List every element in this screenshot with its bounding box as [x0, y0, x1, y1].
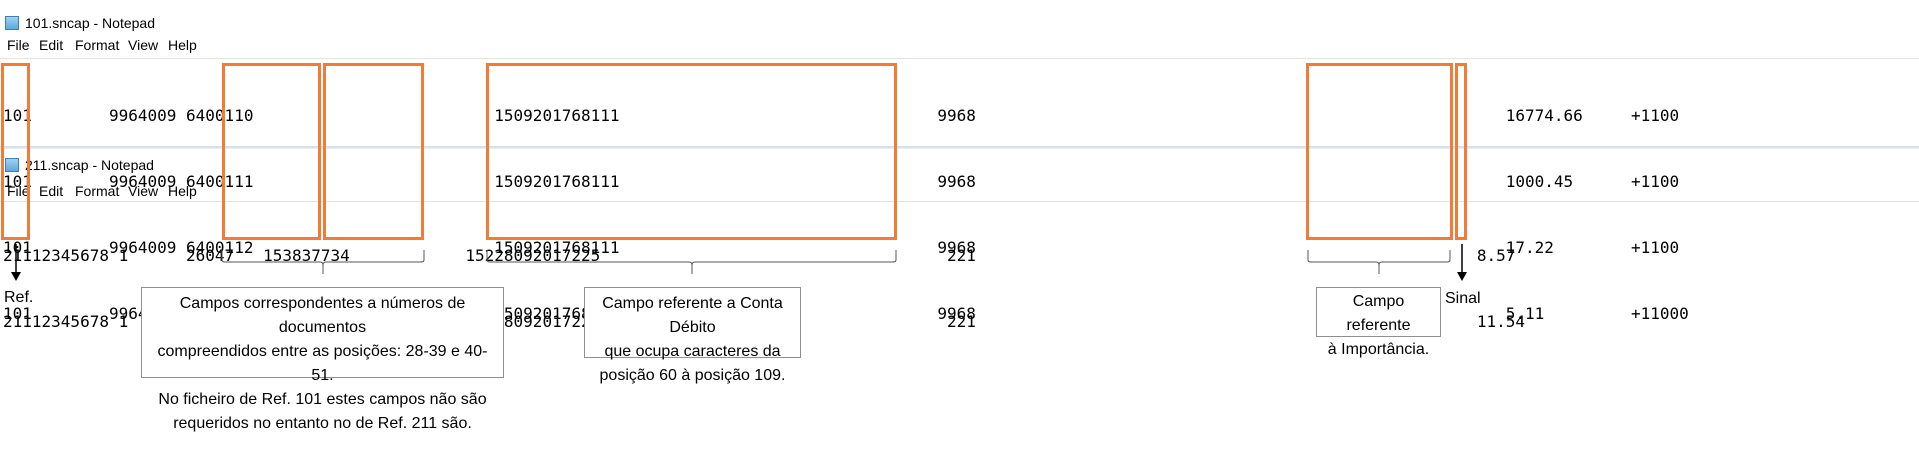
highlight-doc-number-2 [323, 63, 424, 240]
menu-format[interactable]: Format [75, 37, 120, 53]
caption-doc-numbers: Campos correspondentes a números de docu… [141, 287, 504, 432]
highlight-importancia [1306, 63, 1453, 240]
notepad-icon [5, 16, 19, 30]
menu-bar-101: File Edit Format View Help [0, 35, 300, 55]
menu-view[interactable]: View [128, 183, 159, 199]
ref-label: Ref. [4, 289, 34, 306]
text-line: 101 9964009 6400111 1509201768111 9968 1… [3, 172, 1680, 191]
notepad-window-211-title: 211.sncap - Notepad [0, 154, 154, 176]
menu-help[interactable]: Help [168, 183, 197, 199]
highlight-conta-debito [486, 63, 897, 240]
menu-separator [0, 58, 1919, 59]
text-line: 101 9964009 6400112 1509201768111 9968 1… [3, 238, 1680, 257]
menu-file[interactable]: File [7, 183, 30, 199]
window-title: 211.sncap - Notepad [25, 157, 154, 173]
highlight-sinal [1455, 63, 1467, 240]
window-divider [0, 146, 1919, 149]
text-area-101[interactable]: 101 9964009 6400110 1509201768111 9968 1… [3, 61, 1689, 347]
arrow-sinal-head [1457, 272, 1467, 281]
highlight-ref-column [1, 63, 30, 240]
menu-help[interactable]: Help [168, 37, 197, 53]
caption-conta-debito: Campo referente a Conta Débito que ocupa… [584, 287, 801, 384]
brace-doc-numbers [221, 250, 425, 274]
window-title: 101.sncap - Notepad [25, 15, 155, 31]
brace-importancia [1307, 250, 1451, 274]
text-line: 21112345678 1 26047 153837734 1522809201… [3, 246, 1516, 265]
menu-separator [0, 201, 1919, 202]
caption-importancia: Campo referente à Importância. [1316, 287, 1441, 358]
menu-edit[interactable]: Edit [39, 183, 64, 199]
highlight-doc-number-1 [222, 63, 321, 240]
menu-view[interactable]: View [128, 37, 159, 53]
notepad-icon [5, 158, 19, 172]
notepad-window-101-title: 101.sncap - Notepad [0, 12, 155, 34]
menu-file[interactable]: File [7, 37, 30, 53]
menu-bar-211: File Edit Format View Help [0, 181, 300, 201]
text-line: 101 9964009 6400110 1509201768111 9968 1… [3, 106, 1680, 125]
brace-conta-debito [486, 250, 897, 274]
menu-format[interactable]: Format [75, 183, 120, 199]
arrow-ref-head [11, 272, 21, 281]
sinal-label: Sinal [1445, 290, 1481, 307]
menu-edit[interactable]: Edit [39, 37, 64, 53]
